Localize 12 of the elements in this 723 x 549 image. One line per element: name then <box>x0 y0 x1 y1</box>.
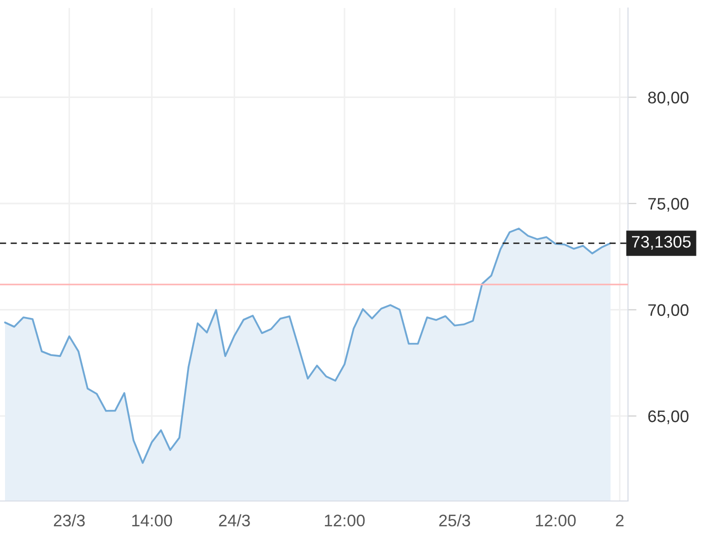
x-tick-label: 2 <box>616 514 624 526</box>
y-tick-label: 80,00 <box>648 92 688 106</box>
x-tick-label: 25/3 <box>439 514 470 526</box>
y-tick-label: 65,00 <box>648 410 688 424</box>
x-tick-label: 24/3 <box>219 514 250 526</box>
x-tick-label: 12:00 <box>324 514 365 526</box>
x-tick-label: 12:00 <box>536 514 576 526</box>
y-tick-label: 70,00 <box>648 304 688 318</box>
x-tick-label: 14:00 <box>132 514 172 526</box>
ref-line-label: 73,1305 <box>632 236 691 250</box>
x-tick-label: 23/3 <box>54 514 85 526</box>
y-tick-label: 75,00 <box>648 198 688 212</box>
